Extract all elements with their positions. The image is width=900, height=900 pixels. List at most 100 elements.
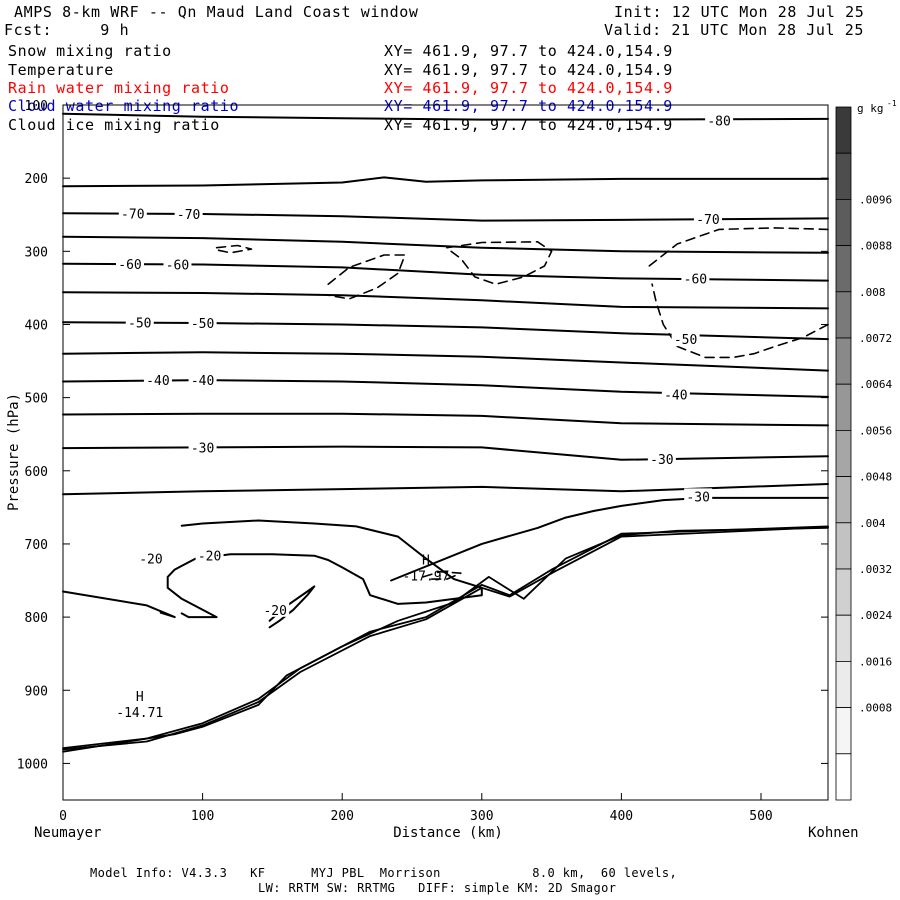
contour-label: -60 bbox=[166, 258, 189, 273]
colorbar-swatch bbox=[835, 337, 852, 385]
contour-label: -70 bbox=[121, 207, 144, 222]
y-tick-label: 900 bbox=[25, 684, 48, 699]
x-tick-label: 400 bbox=[610, 809, 633, 824]
colorbar-label: .0024 bbox=[859, 609, 892, 622]
colorbar-swatch bbox=[835, 476, 852, 524]
contour-label: -50 bbox=[128, 316, 151, 331]
colorbar-swatch bbox=[835, 522, 852, 570]
colorbar-label: .0032 bbox=[859, 563, 892, 576]
x-endpoint-left: Neumayer bbox=[34, 825, 101, 841]
field-xy-temperature: XY= 461.9, 97.7 to 424.0,154.9 bbox=[384, 61, 673, 79]
colorbar-label: .0008 bbox=[859, 702, 892, 715]
contour-label: -30 bbox=[191, 441, 214, 456]
high-value: -17.97 bbox=[402, 569, 449, 584]
temperature-contour-minus20 bbox=[166, 519, 483, 619]
colorbar-swatch bbox=[835, 291, 852, 339]
terrain-line bbox=[62, 525, 829, 749]
snow-mixing-contour bbox=[651, 283, 829, 359]
temperature-contour bbox=[62, 351, 829, 372]
contour-label-bg bbox=[143, 372, 172, 388]
colorbar-swatch bbox=[835, 661, 852, 709]
x-tick-label: 300 bbox=[470, 809, 493, 824]
colorbar-swatch bbox=[835, 568, 852, 616]
colorbar-label: .0064 bbox=[859, 378, 892, 391]
contour-label: -60 bbox=[684, 272, 707, 287]
snow-mixing-contour bbox=[215, 244, 253, 254]
high-value: -14.71 bbox=[116, 706, 163, 721]
x-tick-label: 500 bbox=[749, 809, 772, 824]
contour-label-bg bbox=[661, 386, 690, 402]
contour-label-bg bbox=[681, 270, 710, 286]
colorbar-swatch bbox=[835, 198, 852, 246]
colorbar-label: .0016 bbox=[859, 655, 892, 668]
contour-label: -30 bbox=[686, 490, 709, 505]
field-name-rain: Rain water mixing ratio bbox=[8, 79, 230, 97]
contour-label: -30 bbox=[650, 453, 673, 468]
field-name-cloud-ice: Cloud ice mixing ratio bbox=[8, 116, 220, 134]
colorbar-label: .0096 bbox=[859, 193, 892, 206]
colorbar-unit-exponent: -1 bbox=[887, 99, 897, 108]
contour-label-bg bbox=[188, 439, 217, 455]
snow-mixing-contour bbox=[422, 570, 462, 580]
x-tick-label: 200 bbox=[330, 809, 353, 824]
colorbar-swatch bbox=[835, 707, 852, 755]
contour-label-bg bbox=[671, 331, 700, 347]
y-tick-label: 700 bbox=[25, 538, 48, 553]
temperature-contour bbox=[62, 291, 829, 310]
contour-label: -50 bbox=[191, 317, 214, 332]
y-tick-label: 500 bbox=[25, 392, 48, 407]
footer-model-info-2: LW: RRTM SW: RRTMG DIFF: simple KM: 2D S… bbox=[258, 881, 617, 895]
temperature-contour bbox=[62, 483, 829, 496]
contour-label: -70 bbox=[177, 208, 200, 223]
field-name-snow: Snow mixing ratio bbox=[8, 42, 172, 60]
colorbar-label: .004 bbox=[859, 517, 886, 530]
contour-label: -20 bbox=[263, 604, 286, 619]
colorbar-swatch bbox=[835, 245, 852, 293]
contour-label-bg bbox=[118, 205, 147, 221]
y-tick-label: 1000 bbox=[17, 757, 48, 772]
high-marker: H bbox=[422, 553, 430, 568]
temperature-contour bbox=[62, 590, 176, 619]
field-xy-cloud-ice: XY= 461.9, 97.7 to 424.0,154.9 bbox=[384, 116, 673, 134]
contour-label-bg bbox=[188, 372, 217, 388]
colorbar-swatch bbox=[835, 614, 852, 662]
contour-label-bg bbox=[125, 314, 154, 330]
contour-label: -40 bbox=[146, 374, 169, 389]
colorbar-label: .0072 bbox=[859, 332, 892, 345]
contour-label-bg bbox=[705, 112, 734, 128]
colorbar-label: .0048 bbox=[859, 471, 892, 484]
chart-title: AMPS 8-km WRF -- Qn Maud Land Coast wind… bbox=[14, 3, 419, 21]
colorbar-swatch bbox=[835, 383, 852, 431]
snow-mixing-contour bbox=[648, 227, 829, 267]
contour-label-bg bbox=[116, 255, 145, 271]
colorbar-swatch bbox=[835, 152, 852, 200]
contour-label: -40 bbox=[191, 374, 214, 389]
contour-label-bg bbox=[261, 601, 290, 617]
temperature-contour bbox=[62, 321, 829, 341]
init-time: Init: 12 UTC Mon 28 Jul 25 bbox=[614, 3, 865, 21]
y-tick-label: 800 bbox=[25, 611, 48, 626]
forecast-hour: Fcst: 9 h bbox=[4, 21, 130, 39]
contour-label-bg bbox=[136, 550, 165, 566]
colorbar-swatch bbox=[835, 429, 852, 477]
x-axis-title: Distance (km) bbox=[393, 825, 503, 841]
high-marker: H bbox=[136, 690, 144, 705]
colorbar-swatch bbox=[835, 106, 852, 154]
contour-label: -70 bbox=[696, 213, 719, 228]
field-xy-snow: XY= 461.9, 97.7 to 424.0,154.9 bbox=[384, 42, 673, 60]
temperature-contour bbox=[62, 379, 829, 398]
contour-label-bg bbox=[684, 488, 713, 504]
terrain-line bbox=[62, 527, 829, 753]
temperature-contour-minus20 bbox=[268, 585, 316, 629]
y-axis-title: Pressure (hPa) bbox=[6, 393, 22, 511]
y-tick-label: 100 bbox=[25, 99, 48, 114]
y-tick-label: 600 bbox=[25, 465, 48, 480]
snow-mixing-contour bbox=[327, 254, 406, 300]
contour-label-bg bbox=[693, 211, 722, 227]
contour-label: -40 bbox=[664, 389, 687, 404]
y-tick-label: 400 bbox=[25, 318, 48, 333]
contour-label-bg bbox=[174, 206, 203, 222]
contour-label-bg bbox=[195, 547, 224, 563]
y-tick-label: 200 bbox=[25, 172, 48, 187]
valid-time: Valid: 21 UTC Mon 28 Jul 25 bbox=[604, 21, 865, 39]
